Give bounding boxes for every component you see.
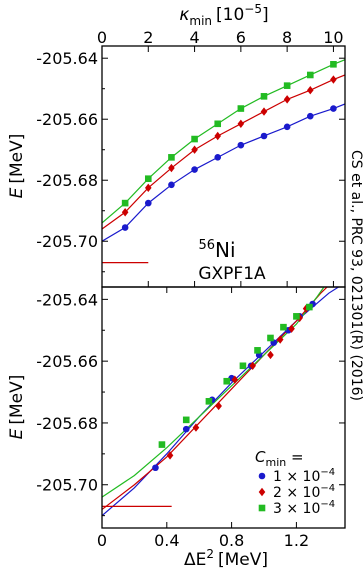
top-series3-point-10: [330, 61, 337, 68]
bot-series2-point-3: [215, 401, 222, 411]
legend-label-2: 2 × 10−4: [273, 483, 335, 501]
top-axis-ticks: 0 2 4 6 8 10 -205.64 -205.66 -205.68 -205.70: [36, 28, 345, 287]
top-y-tick-label-2: -205.66: [36, 110, 98, 129]
bot-x-tick-label-1: 0: [97, 531, 107, 550]
bottom-data-points: [152, 300, 316, 472]
top-x-tick-label-1: 0: [97, 28, 107, 47]
bot-series1-point-2: [182, 425, 190, 433]
top-series1-point-3: [168, 181, 175, 189]
top-series3-point-8: [283, 82, 291, 89]
top-y-tick-label-4: -205.70: [36, 232, 98, 251]
top-series3-point-5: [214, 120, 222, 128]
top-series1-point-4: [191, 166, 198, 173]
bottom-panel: 0 0.4 0.8 1.2 -205.64 -205.66 -205.68 -205.70 Δ…: [7, 286, 346, 569]
top-series2-point-5: [214, 131, 222, 141]
top-series1-point-1: [121, 224, 129, 231]
bot-series3-point-3: [205, 398, 213, 405]
bot-series3-point-6: [254, 347, 261, 354]
bot-y-tick-label-1: -205.64: [36, 290, 98, 309]
top-series2-point-4: [191, 145, 198, 154]
top-x-axis-label: κmin [10−5]: [179, 2, 268, 28]
top-series2-point-3: [168, 163, 175, 173]
top-data-points: [121, 61, 337, 231]
bot-series2-point-6: [267, 350, 274, 360]
top-series1-point-5: [214, 154, 222, 161]
bot-series2-point-7: [276, 335, 284, 344]
bot-y-tick-label-2: -205.66: [36, 352, 98, 371]
nucleus-label: 56Ni: [198, 238, 235, 262]
legend-label-1: 1 × 10−4: [273, 467, 335, 485]
bot-series2-point-5: [249, 361, 256, 370]
top-series1-point-8: [283, 123, 291, 131]
top-fit-curve-3: [102, 59, 345, 224]
legend-marker-1: [258, 472, 266, 480]
top-series1-point-7: [260, 132, 268, 140]
top-series2-point-9: [306, 86, 314, 95]
bot-series3-point-7: [267, 334, 274, 342]
bot-series3-point-5: [239, 362, 247, 370]
bot-series2-point-1: [166, 451, 174, 460]
top-x-tick-label-4: 6: [236, 28, 246, 47]
bot-series3-point-9: [293, 313, 300, 320]
top-fit-curve-1: [102, 103, 345, 242]
top-series3-point-2: [144, 175, 152, 183]
bottom-x-axis-label: ΔE2 [MeV]: [184, 547, 268, 569]
legend-title: Cmin =: [255, 448, 304, 469]
bot-x-tick-label-2: 0.4: [154, 531, 179, 550]
top-x-tick-label-3: 4: [189, 28, 199, 47]
legend-label-3: 3 × 10−4: [273, 499, 335, 517]
top-series1-point-9: [306, 112, 314, 120]
bot-series2-point-4: [231, 375, 239, 384]
bot-series3-point-2: [182, 416, 190, 424]
legend: Cmin = 1 × 10−42 × 10−43 × 10−4: [255, 448, 335, 517]
bot-series3-point-4: [223, 377, 231, 385]
top-series2-point-6: [237, 119, 245, 128]
bot-series3-point-10: [306, 303, 313, 311]
top-series3-point-1: [121, 199, 129, 207]
bot-x-tick-label-4: 1.2: [284, 531, 309, 550]
bot-series1-point-1: [152, 464, 159, 472]
citation: CS et al., PRC 93, 021301(R) (2016): [348, 150, 363, 401]
bot-fit-curve-1: [102, 287, 339, 517]
top-series3-point-9: [306, 71, 314, 79]
top-x-tick-label-5: 8: [282, 28, 292, 47]
top-series1-point-2: [144, 199, 152, 207]
bottom-axes-frame: [101, 286, 346, 529]
top-series3-point-4: [191, 135, 198, 143]
top-x-tick-label-6: 10: [323, 28, 343, 47]
top-y-tick-label-3: -205.68: [36, 171, 98, 190]
top-series3-point-7: [260, 93, 268, 100]
top-fit-curves: [102, 59, 345, 242]
legend-marker-2: [258, 487, 266, 497]
top-series2-point-1: [121, 208, 129, 217]
top-series1-point-6: [237, 141, 245, 149]
bot-y-tick-label-4: -205.70: [36, 476, 98, 495]
top-series2-point-10: [330, 75, 337, 84]
top-series2-point-7: [260, 107, 268, 116]
interaction-label: GXPF1A: [198, 264, 266, 284]
bot-series2-point-8: [288, 324, 295, 333]
top-series3-point-3: [168, 154, 175, 161]
top-x-tick-label-2: 2: [143, 28, 153, 47]
top-fit-curve-2: [102, 74, 345, 230]
top-y-tick-label-1: -205.64: [36, 49, 98, 68]
bottom-axis-ticks: 0 0.4 0.8 1.2 -205.64 -205.66 -205.68 -205.70: [36, 287, 345, 550]
top-panel: 0 2 4 6 8 10 -205.64 -205.66 -205.68 -205.70 κmin…: [7, 2, 346, 288]
legend-marker-3: [258, 504, 266, 512]
top-series2-point-2: [144, 183, 152, 193]
bot-y-tick-label-3: -205.68: [36, 414, 98, 433]
bot-series3-point-1: [158, 441, 166, 448]
bot-series3-point-8: [280, 323, 287, 331]
bot-x-tick-label-3: 0.8: [219, 531, 244, 550]
top-series2-point-8: [283, 95, 291, 104]
bottom-y-axis-label: E[MeV]: [7, 375, 27, 440]
legend-entries: 1 × 10−42 × 10−43 × 10−4: [258, 467, 335, 517]
top-y-axis-label: E[MeV]: [7, 134, 27, 199]
bot-series2-point-2: [192, 423, 200, 432]
top-series3-point-6: [237, 105, 245, 112]
top-series1-point-10: [330, 105, 337, 112]
